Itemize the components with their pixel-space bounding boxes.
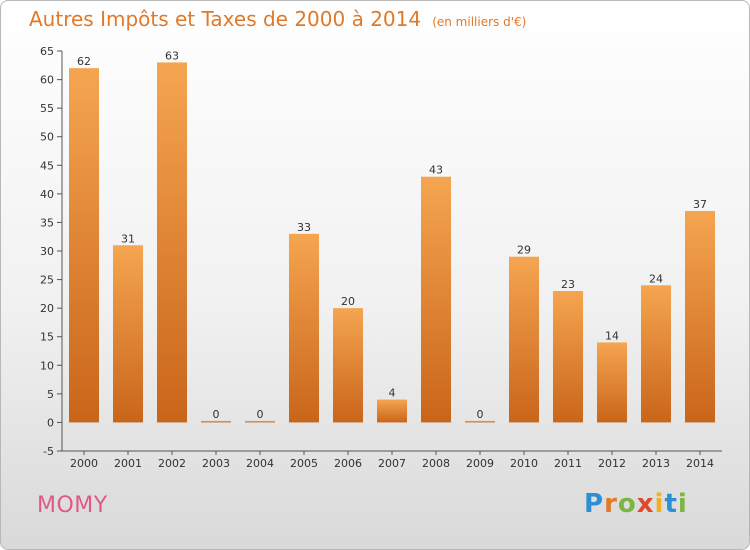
data-label: 0 <box>213 408 220 421</box>
y-tick-label: 25 <box>40 274 54 287</box>
data-label: 20 <box>341 295 355 308</box>
data-label: 23 <box>561 278 575 291</box>
logo-letter: i <box>654 489 665 519</box>
bar-2009 <box>465 420 495 423</box>
bar-2006 <box>333 308 363 423</box>
y-tick-label: 10 <box>40 359 54 372</box>
y-tick-label: 50 <box>40 131 54 144</box>
x-tick-label: 2004 <box>246 457 274 470</box>
y-tick-label: 65 <box>40 45 54 58</box>
data-label: 0 <box>257 408 264 421</box>
x-tick-label: 2000 <box>70 457 98 470</box>
logo-letter: x <box>636 489 655 519</box>
commune-name: MOMY <box>37 493 108 518</box>
logo-letter: o <box>617 489 637 519</box>
logo-letter: P <box>584 489 605 519</box>
y-tick-label: 15 <box>40 331 54 344</box>
data-label: 24 <box>649 272 663 285</box>
x-tick-label: 2013 <box>642 457 670 470</box>
bar-2010 <box>509 256 539 423</box>
y-tick-label: 40 <box>40 188 54 201</box>
y-tick-label: 45 <box>40 159 54 172</box>
y-tick-label: 20 <box>40 302 54 315</box>
bar-2002 <box>157 62 187 423</box>
chart-title-block: Autres Impôts et Taxes de 2000 à 2014 (e… <box>29 7 526 31</box>
y-tick-label: 5 <box>47 388 54 401</box>
chart-title: Autres Impôts et Taxes de 2000 à 2014 <box>29 7 422 31</box>
proxiti-logo: Proxiti <box>584 489 688 519</box>
bar-2003 <box>201 420 231 423</box>
bar-2011 <box>553 291 583 423</box>
logo-letter: r <box>604 489 618 519</box>
bar-2007 <box>377 399 407 423</box>
bar-2005 <box>289 233 319 423</box>
x-tick-label: 2008 <box>422 457 450 470</box>
data-label: 29 <box>517 244 531 257</box>
bar-2013 <box>641 285 671 423</box>
data-label: 0 <box>477 408 484 421</box>
x-tick-label: 2006 <box>334 457 362 470</box>
data-labels: 62 31 63 0 0 33 20 4 43 0 29 23 14 24 37 <box>77 49 707 421</box>
data-label: 14 <box>605 329 619 342</box>
x-tick-label: 2001 <box>114 457 142 470</box>
chart-subtitle: (en milliers d'€) <box>432 15 527 29</box>
logo-letter: t <box>664 489 678 519</box>
y-tick-label: 60 <box>40 74 54 87</box>
x-tick-label: 2002 <box>158 457 186 470</box>
x-tick-label: 2012 <box>598 457 626 470</box>
bar-2004 <box>245 420 275 423</box>
data-label: 31 <box>121 232 135 245</box>
y-tick-label: 30 <box>40 245 54 258</box>
bar-2000 <box>69 68 99 423</box>
bar-2008 <box>421 176 451 423</box>
data-label: 4 <box>389 387 396 400</box>
x-tick-label: 2005 <box>290 457 318 470</box>
bar-2001 <box>113 245 143 423</box>
data-label: 43 <box>429 164 443 177</box>
data-label: 63 <box>165 49 179 62</box>
x-tick-label: 2011 <box>554 457 582 470</box>
x-tick-label: 2009 <box>466 457 494 470</box>
y-tick-label: -5 <box>43 445 54 458</box>
data-label: 33 <box>297 221 311 234</box>
x-tick-label: 2014 <box>686 457 714 470</box>
data-label: 62 <box>77 55 91 68</box>
bar-2014 <box>685 211 715 423</box>
bars <box>69 62 715 423</box>
y-tick-label: 55 <box>40 102 54 115</box>
bar-2012 <box>597 342 627 423</box>
x-tick-label: 2010 <box>510 457 538 470</box>
x-tick-label: 2007 <box>378 457 406 470</box>
y-tick-label: 0 <box>47 416 54 429</box>
y-tick-label: 35 <box>40 216 54 229</box>
x-tick-label: 2003 <box>202 457 230 470</box>
data-label: 37 <box>693 198 707 211</box>
logo-letter: i <box>677 489 688 519</box>
